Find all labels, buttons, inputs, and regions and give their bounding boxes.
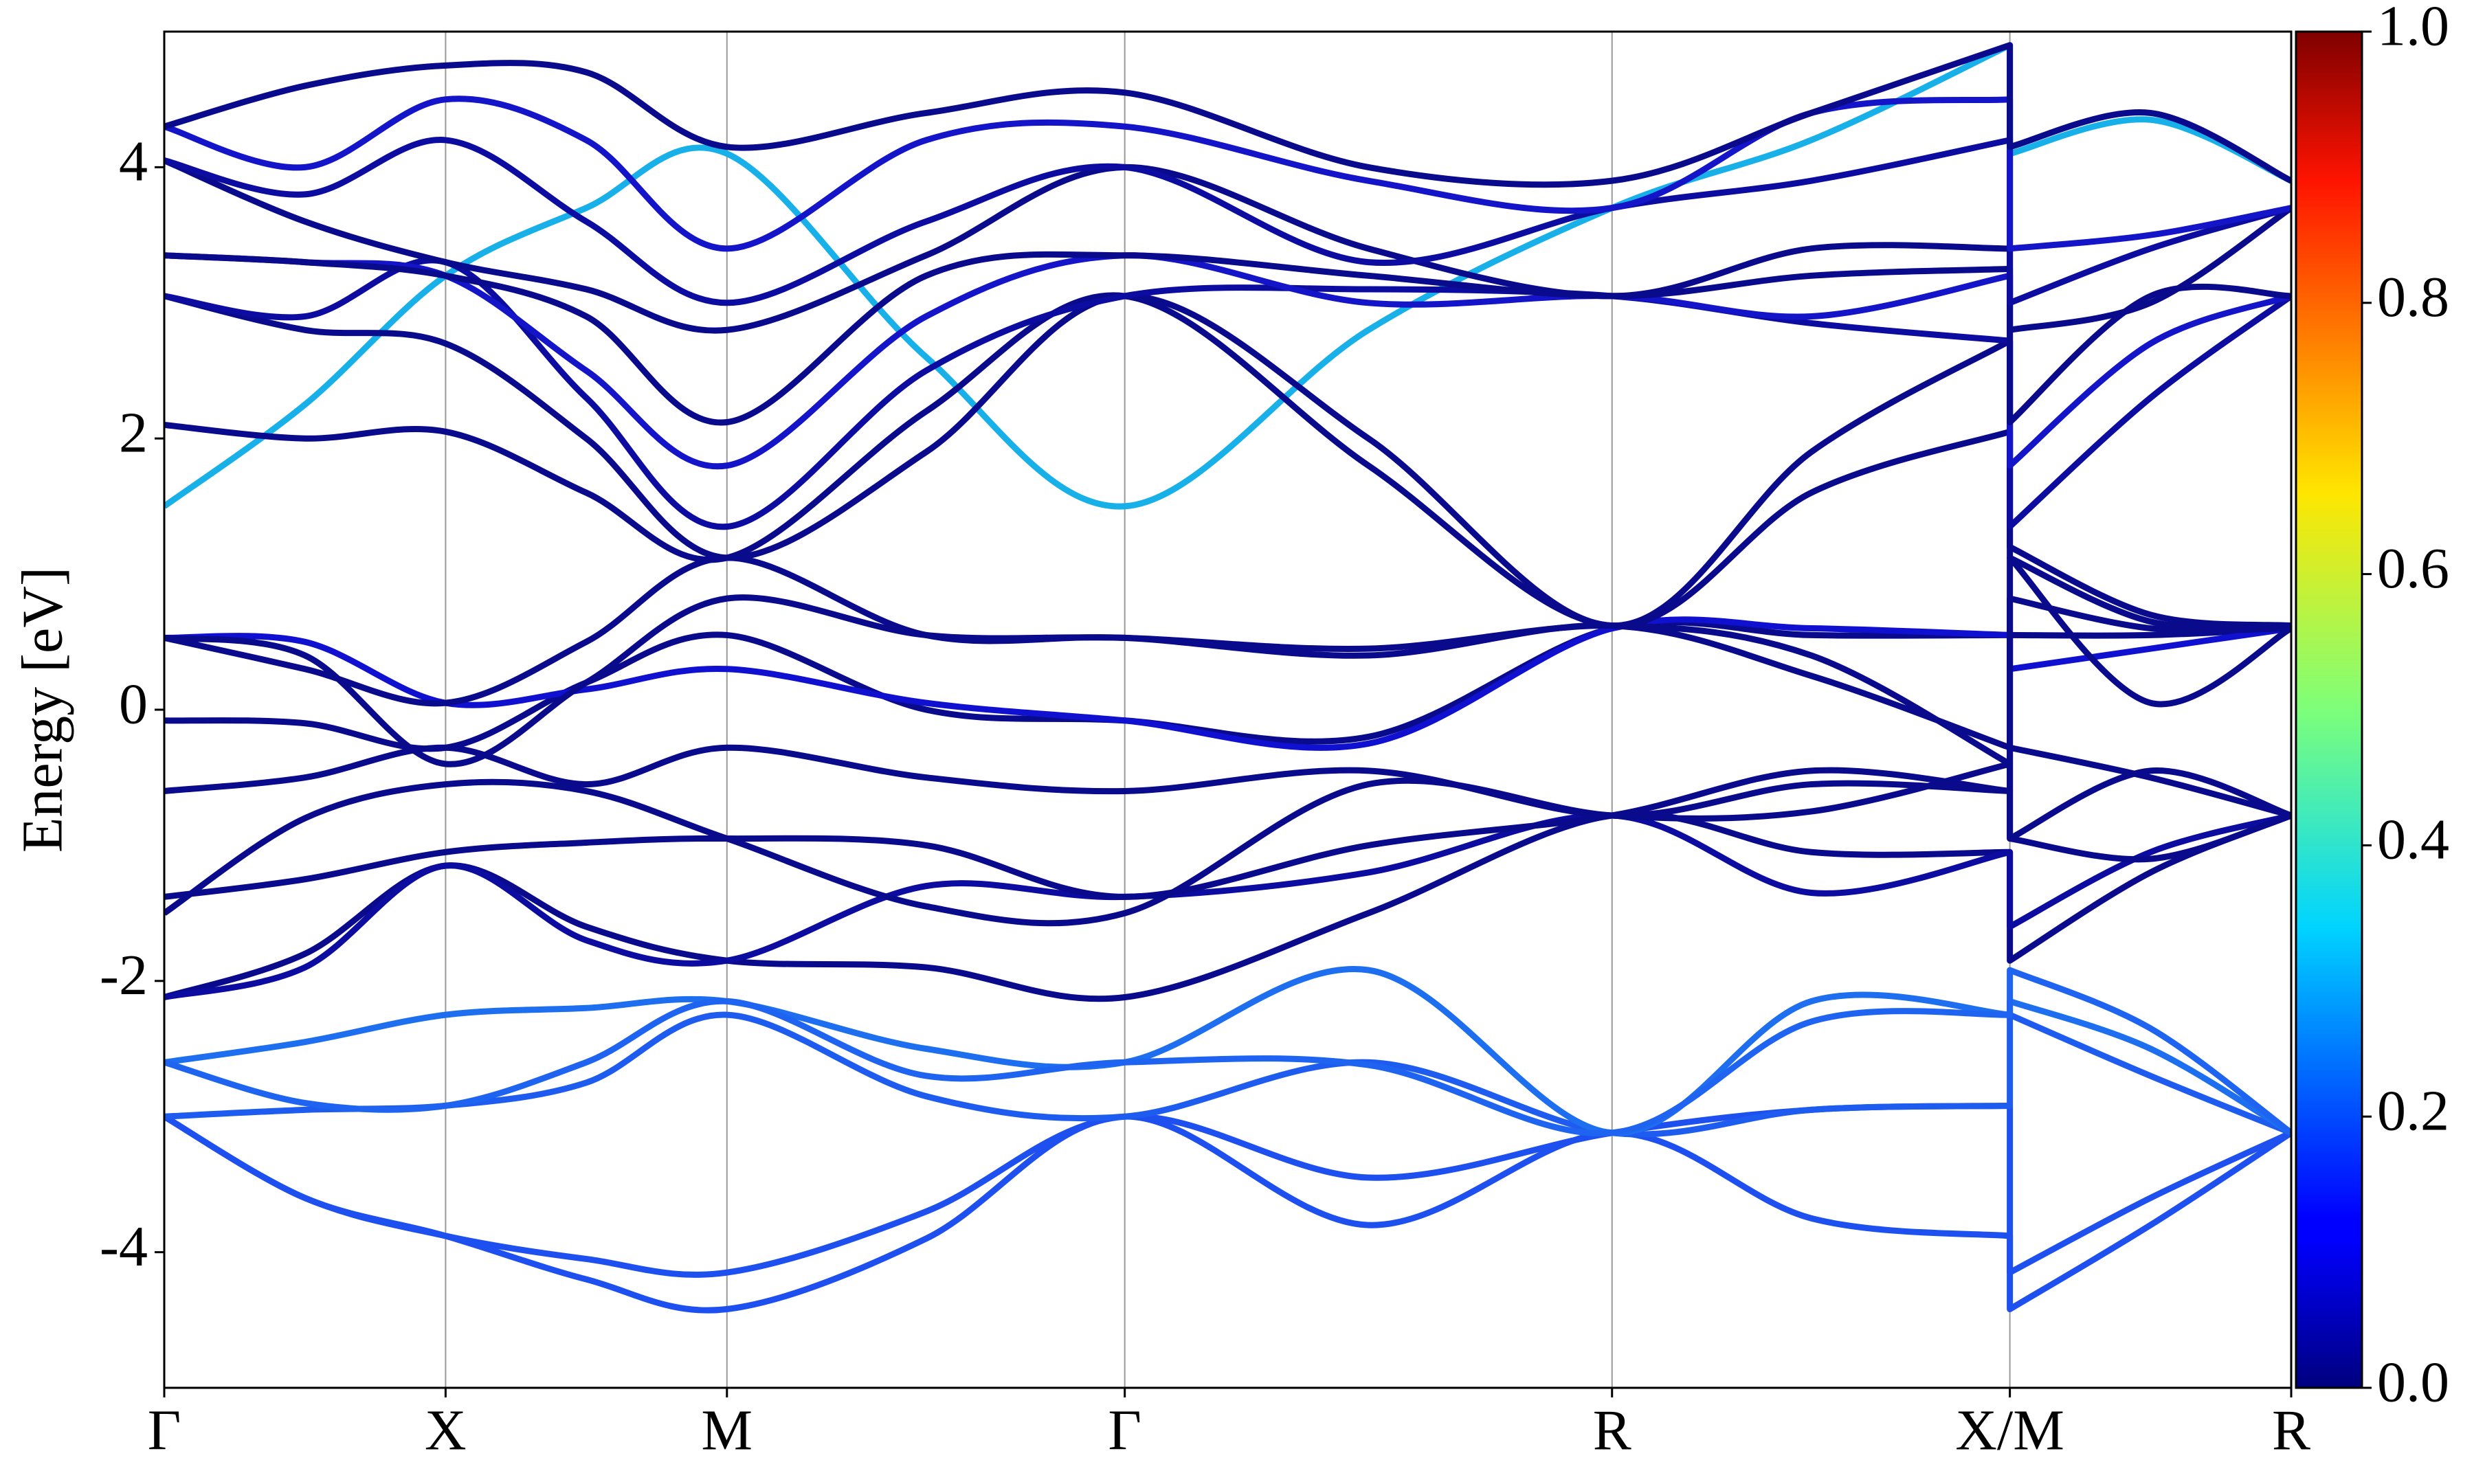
band-line <box>164 42 2291 510</box>
y-tick-label: 0 <box>119 672 148 736</box>
x-tick-label: R <box>1593 1398 1631 1462</box>
band-line <box>164 95 2291 252</box>
x-tick-label: X <box>425 1398 467 1462</box>
x-tick-label: Γ <box>1108 1398 1141 1462</box>
band-line <box>164 292 2291 631</box>
x-tick-label: X/M <box>1955 1398 2064 1462</box>
y-tick-label: -2 <box>100 943 148 1007</box>
x-tick-label: R <box>2272 1398 2310 1462</box>
y-tick-label: 4 <box>119 130 148 194</box>
colorbar <box>2295 30 2363 1389</box>
band-line <box>164 42 2291 188</box>
band-line <box>164 137 2291 306</box>
band-line <box>164 257 2291 530</box>
x-tick-label: Γ <box>148 1398 181 1462</box>
y-tick-label: -4 <box>100 1215 148 1279</box>
band-line <box>164 1113 2291 1314</box>
x-tick-label: M <box>701 1398 753 1462</box>
y-tick-label: 2 <box>119 401 148 464</box>
plot-frame <box>163 30 2293 1389</box>
band-line <box>164 157 2291 334</box>
band-line <box>164 1011 2291 1138</box>
band-line <box>164 811 2291 1002</box>
band-line <box>164 554 2291 751</box>
colorbar-tick-label: 0.4 <box>2377 808 2449 872</box>
colorbar-tick-label: 0.8 <box>2377 265 2449 329</box>
colorbar-tick-label: 0.2 <box>2377 1079 2449 1143</box>
band-line <box>164 761 2291 927</box>
band-line <box>164 293 2291 629</box>
band-line <box>164 967 2291 1137</box>
band-line <box>164 616 2291 751</box>
band-line <box>164 251 2291 426</box>
colorbar-tick-label: 0.0 <box>2377 1350 2449 1414</box>
colorbar-tick-label: 0.6 <box>2377 537 2449 600</box>
colorbar-tick-label: 1.0 <box>2377 0 2449 58</box>
band-line <box>164 744 2291 819</box>
y-axis-label: Energy [eV] <box>10 567 74 853</box>
